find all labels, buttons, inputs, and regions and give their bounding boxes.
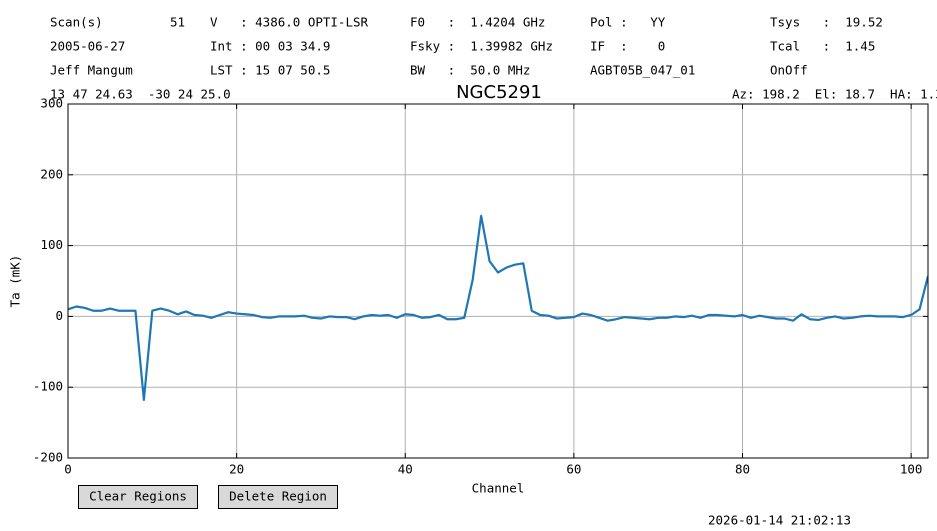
header-cell: LST : 15 07 50.5 bbox=[210, 63, 330, 78]
header-cell: Tsys : 19.52 bbox=[770, 15, 883, 30]
x-tick-label: 20 bbox=[229, 462, 244, 477]
header-cell: Tcal : 1.45 bbox=[770, 39, 875, 54]
clear-regions-button[interactable]: Clear Regions bbox=[78, 485, 198, 509]
x-tick-label: 60 bbox=[566, 462, 581, 477]
y-tick-label: 200 bbox=[40, 166, 63, 181]
x-axis-label: Channel bbox=[472, 481, 525, 496]
header-cell: 2005-06-27 bbox=[50, 39, 125, 54]
header-cell: Int : 00 03 34.9 bbox=[210, 39, 330, 54]
header-cell: Scan(s) bbox=[50, 15, 103, 30]
y-tick-label: 0 bbox=[55, 308, 63, 323]
data-line bbox=[68, 214, 928, 402]
x-tick-label: 100 bbox=[900, 462, 923, 477]
y-axis-label: Ta (mK) bbox=[8, 255, 23, 308]
x-tick-label: 40 bbox=[398, 462, 413, 477]
x-tick-label: 80 bbox=[735, 462, 750, 477]
header: Scan(s) 51 V : 4386.0 OPTI-LSR F0 : 1.42… bbox=[50, 15, 937, 102]
header-cell: 13 47 24.63 -30 24 25.0 bbox=[50, 87, 231, 102]
plot-frame bbox=[67, 103, 929, 459]
header-cell: BW : 50.0 MHz bbox=[410, 63, 530, 78]
header-cell: F0 : 1.4204 GHz bbox=[410, 15, 545, 30]
chart-title: NGC5291 bbox=[456, 82, 542, 103]
timestamp: 2026-01-14 21:02:13 bbox=[708, 513, 851, 528]
header-cell: Pol : YY bbox=[590, 15, 666, 30]
header-cell: Fsky : 1.39982 GHz bbox=[410, 39, 553, 54]
header-cell: Jeff Mangum bbox=[50, 63, 133, 78]
header-cell: IF : 0 bbox=[590, 39, 665, 54]
y-tick-label: -100 bbox=[33, 379, 63, 394]
header-cell: OnOff bbox=[770, 63, 808, 78]
y-tick-label: -200 bbox=[33, 450, 63, 465]
y-tick-label: 100 bbox=[40, 237, 63, 252]
header-cell: 51 bbox=[170, 15, 185, 30]
y-tick-label: 300 bbox=[40, 96, 63, 111]
button-label[interactable]: Delete Region bbox=[229, 489, 327, 504]
header-cell: V : 4386.0 OPTI-LSR bbox=[210, 15, 369, 30]
x-tick-label: 0 bbox=[64, 462, 72, 477]
button-label[interactable]: Clear Regions bbox=[89, 489, 187, 504]
header-cell: AGBT05B_047_01 bbox=[590, 63, 695, 78]
delete-region-button[interactable]: Delete Region bbox=[218, 485, 338, 509]
header-cell: Az: 198.2 El: 18.7 HA: 1.3 bbox=[732, 87, 937, 102]
